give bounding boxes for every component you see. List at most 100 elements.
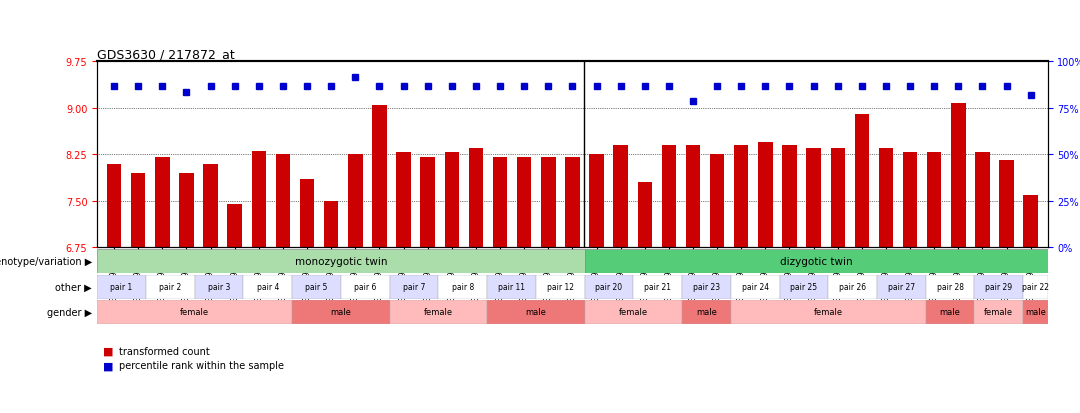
Bar [517,158,531,248]
Text: gender ▶: gender ▶ [46,307,92,317]
Bar [854,114,869,248]
Text: female: female [813,308,842,317]
Text: female: female [180,308,210,317]
Bar [807,149,821,248]
Bar [758,142,772,248]
Bar [438,275,487,299]
Bar [710,155,725,248]
Bar [782,145,797,248]
Text: pair 8: pair 8 [451,282,474,292]
Text: other ▶: other ▶ [55,282,92,292]
Text: male: male [1025,308,1045,317]
Text: transformed count: transformed count [119,346,210,356]
Bar [999,161,1014,248]
Bar [541,158,555,248]
Text: genotype/variation ▶: genotype/variation ▶ [0,257,92,267]
Bar [97,300,293,324]
Bar [324,201,338,248]
Bar [300,180,314,248]
Text: dizygotic twin: dizygotic twin [780,257,852,267]
Bar [584,275,633,299]
Bar [203,164,218,248]
Bar [396,153,410,248]
Bar [683,275,731,299]
Text: pair 6: pair 6 [354,282,377,292]
Text: pair 4: pair 4 [257,282,279,292]
Bar [683,300,731,324]
Text: male: male [525,308,546,317]
Text: pair 11: pair 11 [498,282,525,292]
Bar [927,153,942,248]
Bar [584,250,1048,274]
Bar [879,149,893,248]
Bar [420,158,435,248]
Text: pair 22: pair 22 [1022,282,1049,292]
Text: pair 7: pair 7 [403,282,426,292]
Bar [179,173,193,248]
Text: pair 23: pair 23 [693,282,720,292]
Bar [341,275,390,299]
Bar [903,153,917,248]
Text: monozygotic twin: monozygotic twin [295,257,387,267]
Text: pair 26: pair 26 [839,282,866,292]
Bar [780,275,828,299]
Bar [584,300,683,324]
Bar [445,153,459,248]
Bar [97,250,584,274]
Bar [951,103,966,248]
Text: GDS3630 / 217872_at: GDS3630 / 217872_at [97,48,235,61]
Bar [536,275,584,299]
Text: pair 29: pair 29 [985,282,1012,292]
Text: pair 25: pair 25 [791,282,818,292]
Text: pair 2: pair 2 [159,282,181,292]
Bar [97,275,146,299]
Bar [156,158,170,248]
Text: female: female [984,308,1013,317]
Text: pair 24: pair 24 [742,282,769,292]
Bar [975,153,989,248]
Bar [613,145,627,248]
Bar [373,105,387,248]
Bar [1024,195,1038,248]
Bar [194,275,243,299]
Bar [637,183,652,248]
Bar [1023,275,1048,299]
Bar [831,149,845,248]
Bar [487,300,584,324]
Text: female: female [423,308,453,317]
Text: pair 28: pair 28 [936,282,963,292]
Bar [487,275,536,299]
Bar [1023,300,1048,324]
Text: pair 20: pair 20 [595,282,622,292]
Bar [348,155,363,248]
Bar [686,145,700,248]
Text: pair 27: pair 27 [888,282,915,292]
Bar [734,145,748,248]
Bar [131,173,146,248]
Text: male: male [940,308,960,317]
Bar [926,300,974,324]
Bar [974,275,1023,299]
Bar [293,300,390,324]
Bar [662,145,676,248]
Bar [469,149,483,248]
Bar [731,300,926,324]
Text: percentile rank within the sample: percentile rank within the sample [119,361,284,370]
Bar [828,275,877,299]
Bar [633,275,683,299]
Bar [390,275,438,299]
Bar [390,300,487,324]
Text: male: male [696,308,717,317]
Bar [731,275,780,299]
Bar [252,152,266,248]
Bar [243,275,293,299]
Bar [926,275,974,299]
Bar [590,155,604,248]
Bar [275,155,291,248]
Bar [228,204,242,248]
Bar [565,158,580,248]
Bar [107,164,121,248]
Text: pair 21: pair 21 [644,282,671,292]
Text: pair 5: pair 5 [306,282,327,292]
Text: ■: ■ [103,346,113,356]
